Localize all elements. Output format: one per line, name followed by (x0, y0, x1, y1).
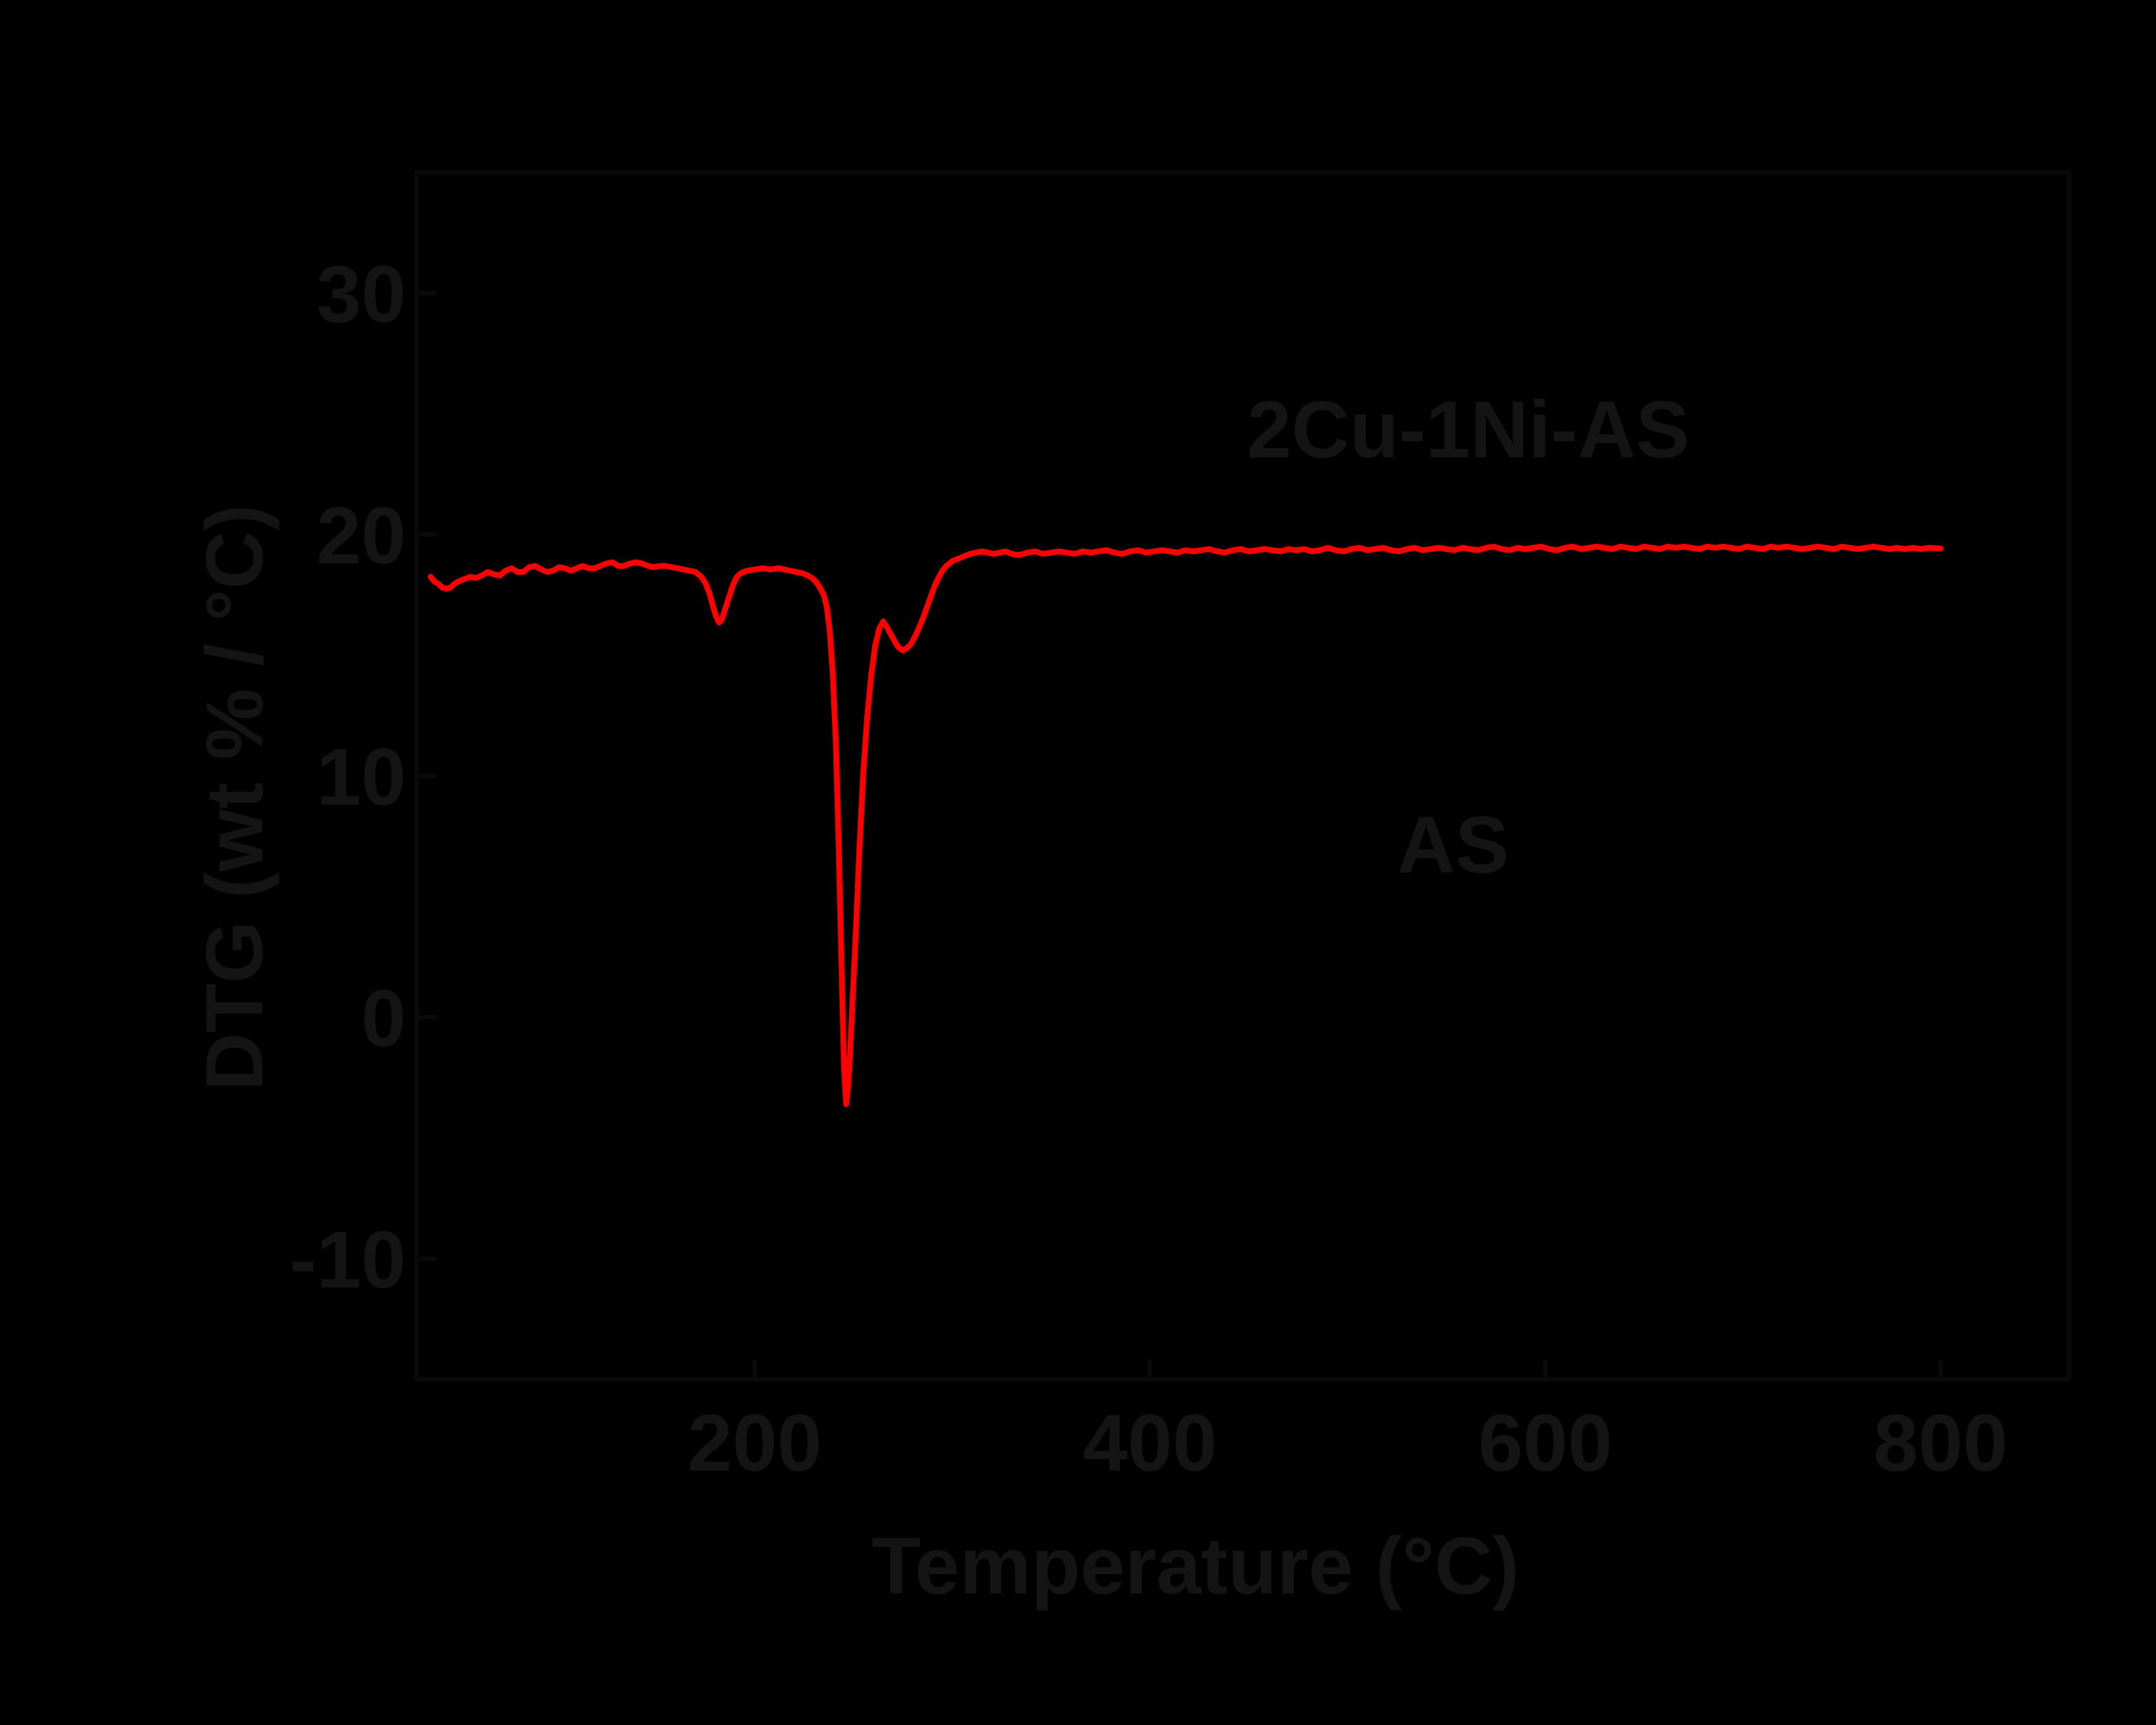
y-tick-label-0: 0 (361, 974, 406, 1063)
series-label-2cu-1ni-as: 2Cu-1Ni-AS (1247, 385, 1690, 475)
axis-tick-marks (417, 291, 1943, 1379)
y-axis-title: DTG (wt % / °C) (190, 504, 279, 1091)
dtg-curve-2cu-1ni-as (427, 543, 1944, 1107)
y-tick-label-10: 10 (316, 732, 406, 822)
x-tick-label-600: 600 (1478, 1398, 1612, 1488)
y-tick-label-30: 30 (316, 249, 406, 339)
x-axis-title: Temperature (°C) (871, 1521, 1519, 1611)
y-tick-label-m10: -10 (290, 1215, 406, 1305)
x-tick-label-800: 800 (1874, 1398, 2008, 1488)
plot-frame (415, 170, 2071, 1382)
series-label-as: AS (1397, 800, 1509, 889)
x-tick-label-200: 200 (688, 1398, 822, 1488)
x-tick-label-400: 400 (1083, 1398, 1217, 1488)
y-tick-label-20: 20 (316, 491, 406, 581)
